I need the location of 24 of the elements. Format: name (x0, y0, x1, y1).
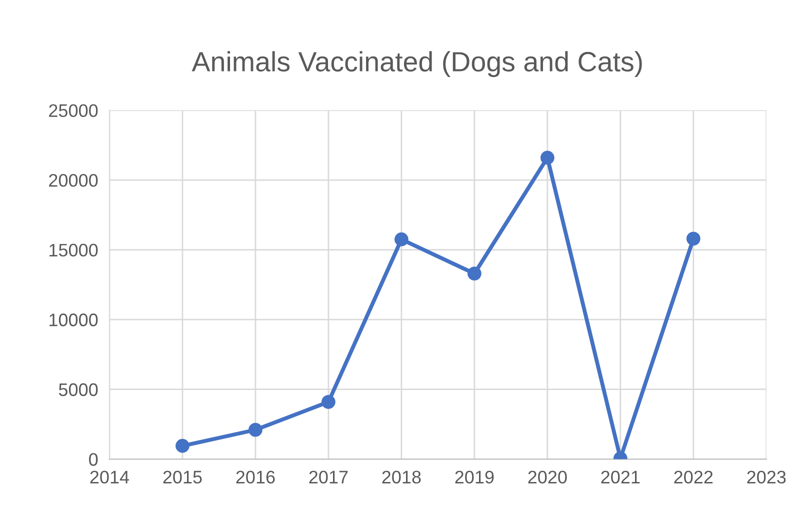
y-tick-label: 25000 (49, 104, 98, 118)
x-tick-label: 2023 (747, 470, 786, 484)
y-tick-label: 15000 (50, 244, 98, 257)
point (176, 438, 190, 453)
point (540, 150, 554, 165)
x-tick-label: 2019 (455, 470, 494, 484)
x-tick-label: 2015 (163, 470, 202, 484)
x-tick-label: 2016 (236, 470, 275, 484)
x-tick-label: 2018 (382, 470, 421, 484)
chart-title: Animals Vaccinated (Dogs and Cats) (192, 51, 642, 78)
point (467, 266, 482, 280)
x-tick-label: 2017 (309, 470, 348, 484)
point (322, 394, 336, 409)
y-tick-label: 10000 (50, 314, 98, 326)
x-tick-label: 2014 (90, 470, 130, 484)
y-tick-label: 5000 (58, 383, 98, 396)
point (248, 422, 262, 437)
point (686, 232, 700, 246)
x-tick-label: 2022 (674, 470, 713, 484)
point (394, 232, 408, 246)
x-tick-label: 2020 (528, 470, 567, 484)
y-tick-label: 20000 (49, 174, 98, 187)
x-tick-label: 2021 (601, 470, 640, 484)
y-tick-label: 0 (89, 453, 98, 466)
